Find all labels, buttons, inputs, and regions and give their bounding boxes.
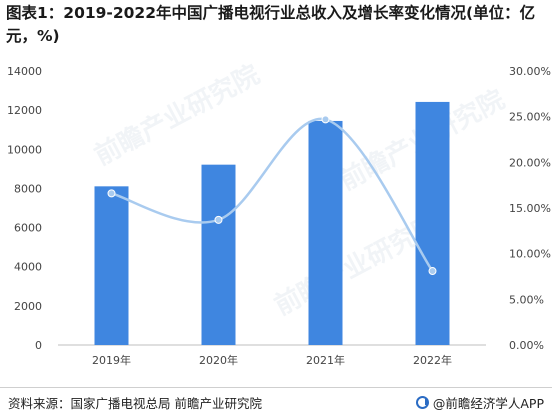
line-series — [107, 115, 437, 276]
growth-rate-point — [107, 189, 116, 198]
y-left-tick-label: 6000 — [14, 222, 42, 235]
bar-series — [94, 101, 450, 346]
growth-rate-line — [111, 117, 434, 272]
growth-rate-point — [214, 215, 223, 224]
y-right-tick-label: 25.00% — [509, 111, 551, 124]
brand-logo-icon — [415, 396, 429, 409]
x-tick-label: 2022年 — [413, 353, 452, 367]
x-tick-label: 2019年 — [92, 353, 131, 367]
y-left-tick-label: 12000 — [7, 104, 42, 117]
brand-text: @前瞻经济学人APP — [432, 396, 544, 411]
y-right-tick-label: 15.00% — [509, 202, 551, 215]
y-left-tick-label: 0 — [35, 339, 42, 352]
x-tick-label: 2021年 — [306, 353, 345, 367]
y-left-tick-label: 14000 — [7, 65, 42, 78]
y-right-tick-label: 0.00% — [509, 339, 544, 352]
growth-rate-point — [321, 115, 330, 124]
bar — [94, 186, 129, 345]
y-left-tick-label: 4000 — [14, 261, 42, 274]
bar — [201, 164, 236, 345]
y-right-tick-label: 10.00% — [509, 248, 551, 261]
chart-canvas: 0 2000 4000 6000 8000 10000 12000 14000 0.00% 5.0… — [7, 65, 551, 367]
x-tick-label: 2020年 — [199, 353, 238, 367]
y-left-tick-label: 10000 — [7, 143, 42, 156]
y-right-tick-label: 20.00% — [509, 156, 551, 169]
footer-divider — [0, 387, 552, 388]
y-right-tick-label: 5.00% — [509, 293, 544, 306]
y-left-tick-label: 2000 — [14, 300, 42, 313]
brand-label: @前瞻经济学人APP — [415, 393, 544, 412]
growth-rate-point — [428, 267, 437, 276]
chart-title: 图表1：2019-2022年中国广播电视行业总收入及增长率变化情况(单位：亿元，… — [6, 4, 536, 45]
bar — [415, 101, 450, 346]
y-left-tick-label: 8000 — [14, 182, 42, 195]
tick-labels: 0 2000 4000 6000 8000 10000 12000 14000 0.00% 5.0… — [7, 65, 551, 367]
bar — [308, 120, 343, 345]
source-note: 资料来源：国家广播电视总局 前瞻产业研究院 — [8, 396, 262, 411]
y-right-tick-label: 30.00% — [509, 65, 551, 78]
